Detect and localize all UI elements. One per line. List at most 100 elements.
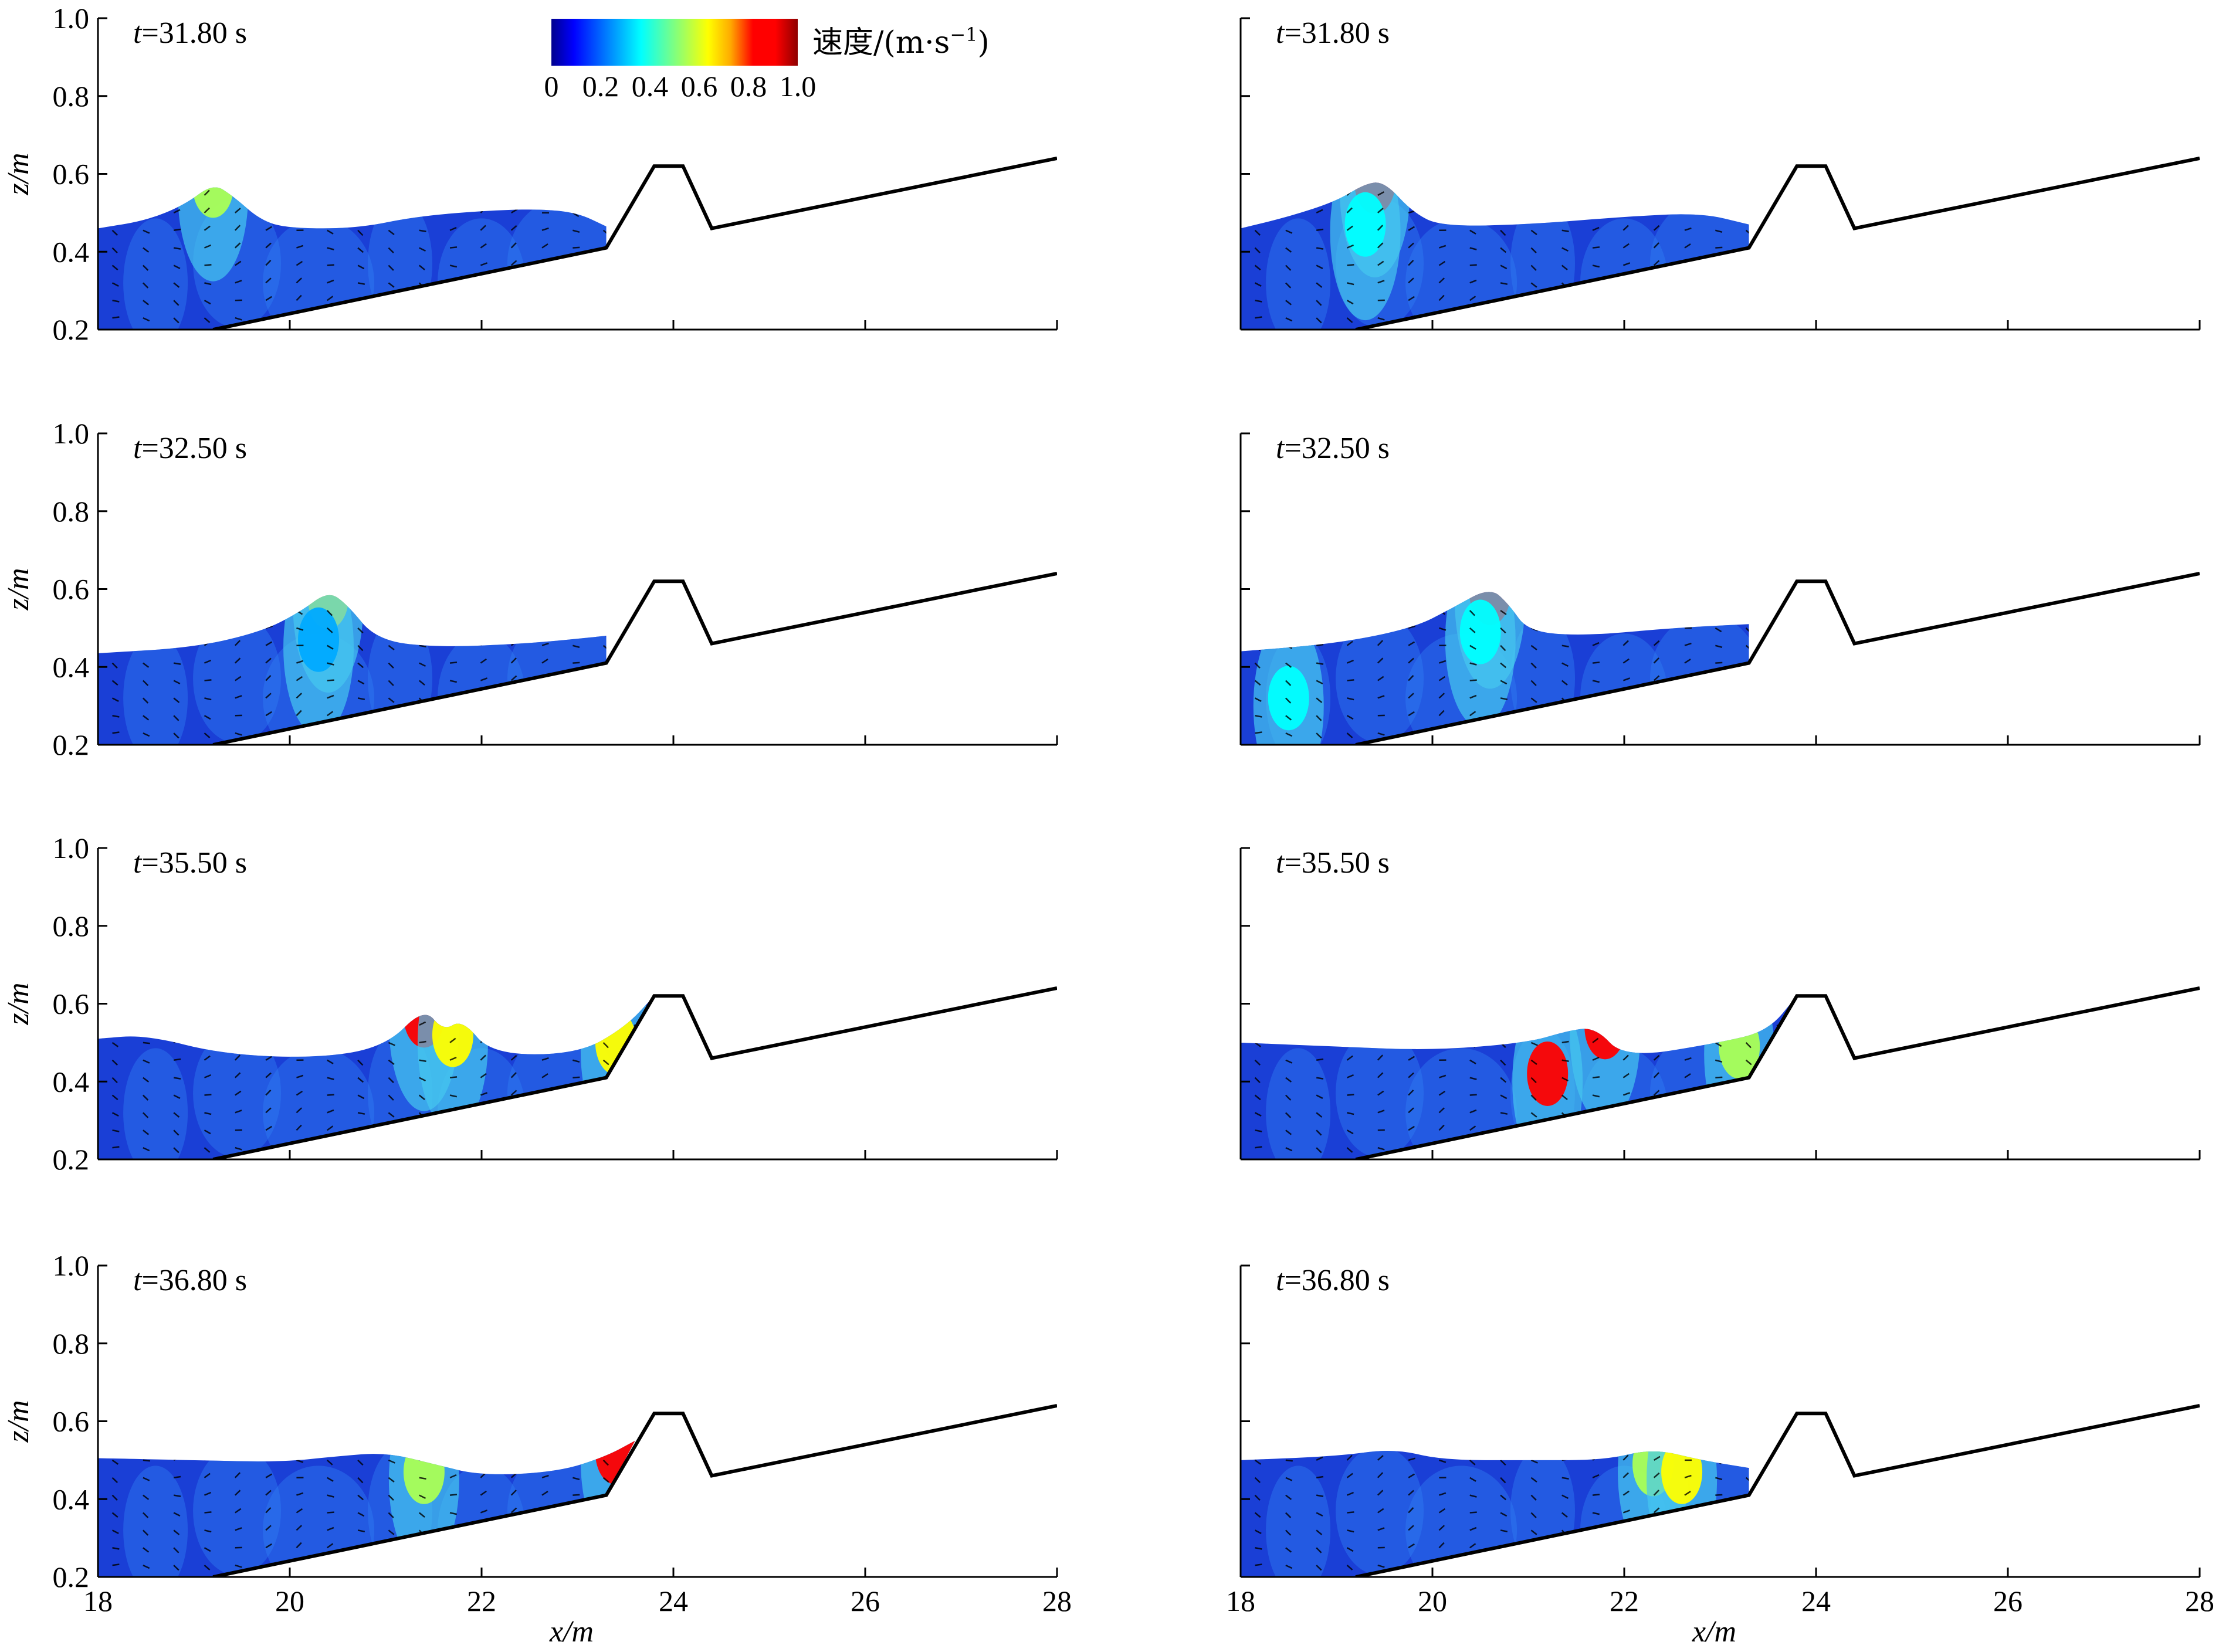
velocity-vector [1530, 1094, 1537, 1101]
velocity-vector [143, 732, 150, 737]
velocity-vector [1684, 1107, 1691, 1114]
velocity-vector [1592, 623, 1599, 629]
velocity-vector [327, 662, 334, 666]
velocity-vector [235, 606, 242, 612]
velocity-vector [388, 229, 395, 235]
velocity-vector [602, 1442, 609, 1449]
velocity-vector [1469, 627, 1476, 633]
velocity-vector [480, 1092, 488, 1096]
velocity-hotspot [1527, 1041, 1569, 1106]
velocity-vector [1470, 1443, 1475, 1448]
velocity-vector [326, 1025, 333, 1031]
velocity-vector [1592, 1056, 1600, 1061]
velocity-vector [388, 732, 396, 735]
velocity-vector [1561, 1059, 1569, 1062]
velocity-vector [1438, 260, 1446, 266]
velocity-vector [541, 227, 549, 231]
velocity-vector [419, 644, 426, 647]
velocity-vector [1316, 264, 1323, 269]
water-body [98, 1440, 635, 1577]
velocity-vector [1377, 225, 1384, 231]
velocity-vector [541, 1057, 549, 1061]
velocity-vector [1684, 194, 1692, 198]
velocity-vector [388, 1094, 394, 1101]
velocity-vector [1592, 282, 1600, 287]
velocity-vector [173, 209, 181, 214]
x-axis-label: x/m [1692, 1615, 1736, 1648]
velocity-vector [265, 1072, 272, 1078]
velocity-vector [419, 1021, 426, 1026]
velocity-vector [1254, 627, 1262, 633]
velocity-vector [541, 1125, 548, 1131]
velocity-vector [143, 662, 150, 668]
velocity-vector [1254, 1477, 1261, 1483]
velocity-vector [296, 660, 304, 664]
velocity-vector [480, 1129, 488, 1133]
velocity-band [263, 1466, 375, 1577]
velocity-vector [357, 1144, 365, 1149]
velocity-vector [1469, 1511, 1477, 1514]
velocity-vector [418, 1547, 425, 1553]
velocity-vector [296, 1560, 303, 1566]
velocity-vector [1316, 1494, 1324, 1497]
velocity-vector [1622, 262, 1631, 266]
velocity-vector [1684, 1057, 1692, 1061]
velocity-vector [1500, 1477, 1506, 1484]
velocity-vector [1745, 313, 1749, 319]
velocity-vector [634, 1494, 635, 1501]
velocity-vector [204, 697, 212, 701]
velocity-vector [1592, 1565, 1598, 1571]
velocity-band [1266, 1048, 1331, 1159]
velocity-vector [1622, 1490, 1630, 1496]
velocity-vector [1377, 657, 1384, 664]
velocity-vector [1561, 1494, 1569, 1500]
velocity-vector [1684, 1024, 1692, 1028]
water-region [1241, 592, 1749, 745]
velocity-vector [1684, 1073, 1691, 1078]
velocity-vector [1530, 1494, 1537, 1501]
velocity-vector [1500, 1077, 1507, 1083]
velocity-vector [327, 247, 334, 250]
colorbar-tick-label: 0.2 [582, 70, 619, 103]
velocity-vector [143, 1564, 150, 1569]
velocity-vector [572, 1042, 580, 1047]
velocity-vector [1715, 312, 1721, 318]
velocity-vector [142, 697, 149, 704]
velocity-vector [1623, 1129, 1631, 1133]
velocity-vector [1469, 610, 1476, 616]
velocity-vector [327, 1109, 334, 1114]
velocity-vector [234, 1037, 241, 1043]
velocity-vector [572, 1091, 580, 1096]
velocity-vector [204, 1037, 210, 1043]
velocity-vector [572, 1108, 579, 1114]
velocity-vector [1377, 1490, 1384, 1496]
velocity-vector [143, 193, 150, 196]
velocity-vector [143, 608, 150, 612]
velocity-vector [1254, 1042, 1262, 1047]
velocity-vector [602, 1460, 609, 1466]
velocity-vector [296, 212, 304, 216]
velocity-vector [357, 1477, 364, 1484]
velocity-vector [1469, 212, 1476, 218]
velocity-vector [1439, 1443, 1445, 1447]
velocity-vector [1377, 191, 1384, 196]
velocity-vector [541, 314, 549, 319]
velocity-vector [602, 229, 607, 236]
velocity-vector [204, 1454, 210, 1461]
velocity-vector [1746, 281, 1749, 284]
velocity-vector [1715, 1124, 1721, 1131]
y-tick-label: 0.8 [53, 495, 90, 528]
seabed-profile [1355, 986, 2200, 1159]
velocity-vector [1377, 1054, 1384, 1061]
velocity-vector [142, 1512, 149, 1518]
velocity-vector [357, 194, 364, 200]
velocity-vector [419, 1040, 426, 1044]
velocity-vector [1622, 1454, 1629, 1461]
velocity-vector [449, 189, 456, 196]
velocity-vector [1715, 727, 1721, 734]
velocity-vector [142, 264, 149, 271]
velocity-vector [143, 627, 150, 630]
velocity-vector [419, 662, 426, 667]
velocity-vector [1347, 1074, 1354, 1078]
